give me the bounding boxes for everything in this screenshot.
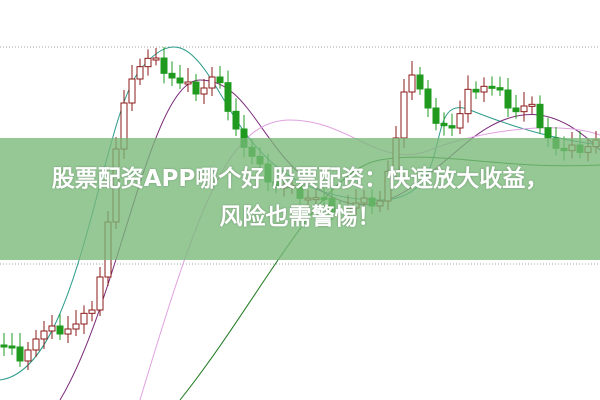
candle-body — [8, 345, 16, 349]
candle-body — [224, 82, 232, 112]
candle-body — [88, 309, 96, 314]
candle-body — [80, 312, 88, 325]
candle-body — [136, 66, 144, 80]
candle-body — [520, 105, 528, 113]
candle-body — [144, 57, 152, 68]
title-banner — [0, 138, 600, 260]
candle-body — [56, 325, 64, 335]
candle-body — [448, 125, 456, 129]
candle-body — [504, 89, 512, 109]
candle-body — [24, 349, 32, 362]
candle-body — [488, 85, 496, 89]
candle-body — [192, 81, 200, 95]
candle-body — [416, 74, 424, 90]
candle-body — [48, 325, 56, 332]
candle-body — [432, 107, 440, 124]
candle-body — [464, 88, 472, 115]
candle-body — [496, 87, 504, 91]
candle-body — [200, 87, 208, 95]
candle-body — [96, 276, 104, 311]
candle-body — [176, 77, 184, 84]
candle-body — [480, 85, 488, 93]
candle-body — [0, 344, 8, 348]
candle-body — [408, 74, 416, 93]
candle-body — [184, 81, 192, 85]
candle-body — [216, 76, 224, 84]
candle-body — [128, 78, 136, 104]
candle-body — [512, 107, 520, 113]
candle-body — [168, 72, 176, 79]
headline-line-2: 风险也需警惕！ — [219, 204, 381, 230]
headline: 股票配资APP哪个好 股票配资：快速放大收益， 风险也需警惕！ — [0, 160, 600, 236]
candle-body — [400, 91, 408, 139]
headline-line-1: 股票配资APP哪个好 股票配资：快速放大收益， — [51, 166, 549, 192]
candle-body — [40, 330, 48, 340]
candle-body — [472, 88, 480, 93]
candle-body — [32, 338, 40, 351]
candle-body — [456, 113, 464, 129]
candle-body — [208, 76, 216, 89]
candle-body — [232, 110, 240, 130]
candle-body — [72, 323, 80, 330]
candle-body — [424, 88, 432, 109]
candle-body — [536, 103, 544, 129]
candle-body — [152, 57, 160, 61]
candle-body — [440, 122, 448, 127]
candle-body — [16, 346, 24, 362]
candle-body — [544, 127, 552, 139]
candle-body — [64, 328, 72, 335]
candle-body — [160, 57, 168, 74]
candle-body — [528, 103, 536, 107]
